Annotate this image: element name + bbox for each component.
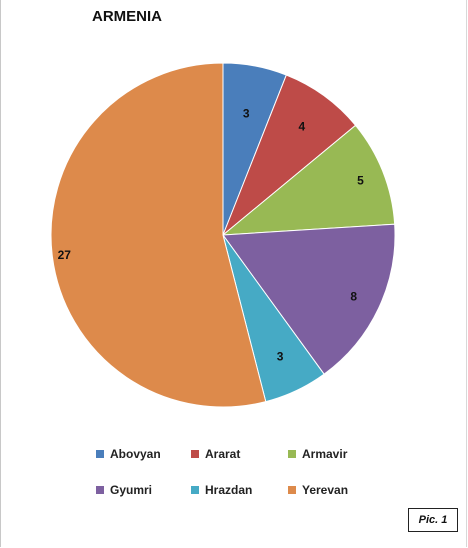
figure-caption: Pic. 1 (408, 508, 458, 532)
pie-slice-yerevan (50, 62, 267, 408)
chart-title: ARMENIA (92, 8, 162, 25)
data-label-ararat: 4 (299, 120, 306, 134)
pie-slice-armavir (221, 124, 396, 236)
data-label-hrazdan: 3 (277, 349, 284, 363)
data-label-armavir: 5 (357, 174, 364, 188)
data-label-gyumri: 8 (350, 290, 357, 304)
data-label-yerevan: 27 (58, 248, 72, 262)
pie-slice-gyumri (222, 223, 396, 375)
pie-slices (50, 62, 396, 408)
data-label-abovyan: 3 (243, 106, 250, 120)
pie-data-labels: 3 4 5 8 3 27 (58, 106, 365, 363)
